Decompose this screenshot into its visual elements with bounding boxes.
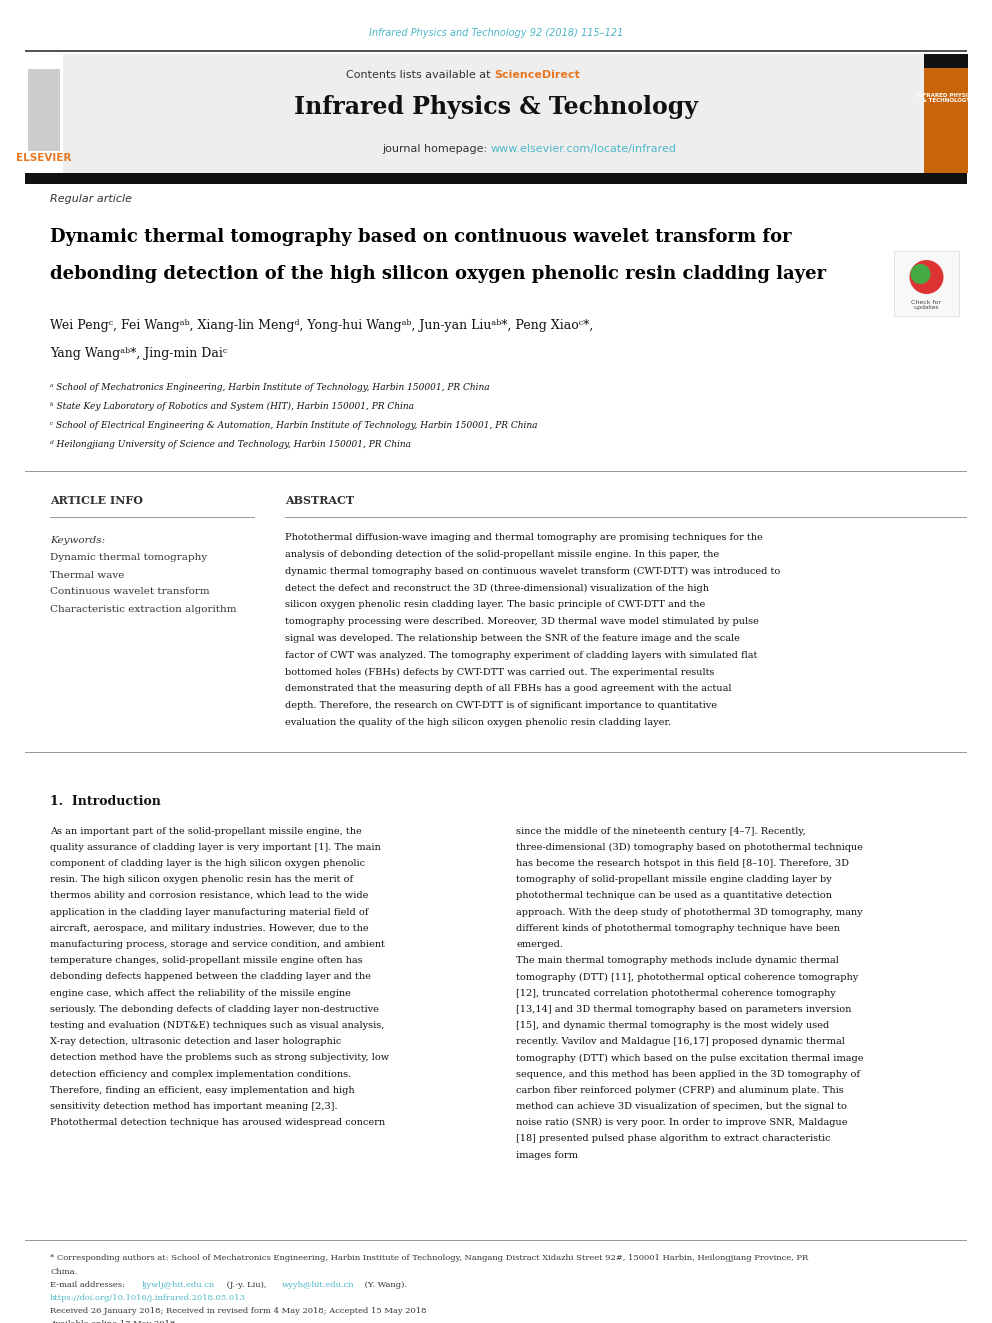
Text: China.: China. <box>50 1267 77 1275</box>
Text: thermos ability and corrosion resistance, which lead to the wide: thermos ability and corrosion resistance… <box>50 892 368 901</box>
Text: Keywords:: Keywords: <box>50 536 105 545</box>
Text: temperature changes, solid-propellant missile engine often has: temperature changes, solid-propellant mi… <box>50 957 363 966</box>
Text: As an important part of the solid-propellant missile engine, the: As an important part of the solid-propel… <box>50 827 362 836</box>
Text: photothermal technique can be used as a quantitative detection: photothermal technique can be used as a … <box>516 892 832 901</box>
Text: detect the defect and reconstruct the 3D (three-dimensional) visualization of th: detect the defect and reconstruct the 3D… <box>285 583 709 593</box>
Text: since the middle of the nineteenth century [4–7]. Recently,: since the middle of the nineteenth centu… <box>516 827 806 836</box>
Text: X-ray detection, ultrasonic detection and laser holographic: X-ray detection, ultrasonic detection an… <box>50 1037 341 1046</box>
Bar <box>25 50 967 52</box>
Text: E-mail addresses:: E-mail addresses: <box>50 1281 128 1289</box>
Text: sensitivity detection method has important meaning [2,3].: sensitivity detection method has importa… <box>50 1102 337 1111</box>
Text: silicon oxygen phenolic resin cladding layer. The basic principle of CWT-DTT and: silicon oxygen phenolic resin cladding l… <box>285 601 705 609</box>
Text: detection efficiency and complex implementation conditions.: detection efficiency and complex impleme… <box>50 1069 351 1078</box>
Bar <box>28 69 60 151</box>
Text: noise ratio (SNR) is very poor. In order to improve SNR, Maldague: noise ratio (SNR) is very poor. In order… <box>516 1118 847 1127</box>
Bar <box>924 54 968 67</box>
Text: The main thermal tomography methods include dynamic thermal: The main thermal tomography methods incl… <box>516 957 839 966</box>
Text: Dynamic thermal tomography based on continuous wavelet transform for: Dynamic thermal tomography based on cont… <box>50 228 792 246</box>
Text: aircraft, aerospace, and military industries. However, due to the: aircraft, aerospace, and military indust… <box>50 923 369 933</box>
Text: debonding detection of the high silicon oxygen phenolic resin cladding layer: debonding detection of the high silicon … <box>50 265 826 283</box>
Text: analysis of debonding detection of the solid-propellant missile engine. In this : analysis of debonding detection of the s… <box>285 550 719 558</box>
Text: www.elsevier.com/locate/infrared: www.elsevier.com/locate/infrared <box>491 144 677 153</box>
Text: (Y. Wang).: (Y. Wang). <box>362 1281 407 1289</box>
Text: dynamic thermal tomography based on continuous wavelet transform (CWT-DTT) was i: dynamic thermal tomography based on cont… <box>285 566 781 576</box>
Text: Received 26 January 2018; Received in revised form 4 May 2018; Accepted 15 May 2: Received 26 January 2018; Received in re… <box>50 1307 427 1315</box>
Text: emerged.: emerged. <box>516 941 563 949</box>
Text: ScienceDirect: ScienceDirect <box>494 70 579 79</box>
Text: seriously. The debonding defects of cladding layer non-destructive: seriously. The debonding defects of clad… <box>50 1004 379 1013</box>
Text: images form: images form <box>516 1151 578 1159</box>
Text: Contents lists available at: Contents lists available at <box>346 70 494 79</box>
Text: application in the cladding layer manufacturing material field of: application in the cladding layer manufa… <box>50 908 368 917</box>
Text: * Corresponding authors at: School of Mechatronics Engineering, Harbin Institute: * Corresponding authors at: School of Me… <box>50 1254 808 1262</box>
Text: ᵃ School of Mechatronics Engineering, Harbin Institute of Technology, Harbin 150: ᵃ School of Mechatronics Engineering, Ha… <box>50 382 490 392</box>
Text: Photothermal detection technique has aroused widespread concern: Photothermal detection technique has aro… <box>50 1118 385 1127</box>
Bar <box>62 54 924 173</box>
Text: engine case, which affect the reliability of the missile engine: engine case, which affect the reliabilit… <box>50 988 351 998</box>
Text: Infrared Physics & Technology: Infrared Physics & Technology <box>294 95 698 119</box>
Text: Characteristic extraction algorithm: Characteristic extraction algorithm <box>50 605 236 614</box>
Text: has become the research hotspot in this field [8–10]. Therefore, 3D: has become the research hotspot in this … <box>516 859 849 868</box>
Text: ARTICLE INFO: ARTICLE INFO <box>50 495 143 505</box>
Text: tomography of solid-propellant missile engine cladding layer by: tomography of solid-propellant missile e… <box>516 876 831 884</box>
Text: signal was developed. The relationship between the SNR of the feature image and : signal was developed. The relationship b… <box>285 634 740 643</box>
Text: ᵇ State Key Laboratory of Robotics and System (HIT), Harbin 150001, PR China: ᵇ State Key Laboratory of Robotics and S… <box>50 402 414 410</box>
Text: Therefore, finding an efficient, easy implementation and high: Therefore, finding an efficient, easy im… <box>50 1086 354 1095</box>
Text: INFRARED PHYSICS
& TECHNOLOGY: INFRARED PHYSICS & TECHNOLOGY <box>916 93 976 103</box>
Text: detection method have the problems such as strong subjectivity, low: detection method have the problems such … <box>50 1053 389 1062</box>
Text: approach. With the deep study of photothermal 3D tomography, many: approach. With the deep study of phototh… <box>516 908 863 917</box>
Text: [12], truncated correlation photothermal coherence tomography: [12], truncated correlation photothermal… <box>516 988 835 998</box>
Text: debonding defects happened between the cladding layer and the: debonding defects happened between the c… <box>50 972 371 982</box>
Text: Regular article: Regular article <box>50 194 132 204</box>
Text: depth. Therefore, the research on CWT-DTT is of significant importance to quanti: depth. Therefore, the research on CWT-DT… <box>285 701 717 710</box>
Text: Continuous wavelet transform: Continuous wavelet transform <box>50 587 209 597</box>
Text: Photothermal diffusion-wave imaging and thermal tomography are promising techniq: Photothermal diffusion-wave imaging and … <box>285 533 763 542</box>
Text: ljywlj@hit.edu.cn: ljywlj@hit.edu.cn <box>142 1281 215 1289</box>
Text: tomography (DTT) [11], photothermal optical coherence tomography: tomography (DTT) [11], photothermal opti… <box>516 972 858 982</box>
Circle shape <box>911 265 930 284</box>
Text: testing and evaluation (NDT&E) techniques such as visual analysis,: testing and evaluation (NDT&E) technique… <box>50 1021 384 1031</box>
Text: ᵈ Heilongjiang University of Science and Technology, Harbin 150001, PR China: ᵈ Heilongjiang University of Science and… <box>50 441 411 448</box>
Text: https://doi.org/10.1016/j.infrared.2018.05.013: https://doi.org/10.1016/j.infrared.2018.… <box>50 1294 246 1302</box>
Text: tomography processing were described. Moreover, 3D thermal wave model stimulated: tomography processing were described. Mo… <box>285 617 759 626</box>
Text: method can achieve 3D visualization of specimen, but the signal to: method can achieve 3D visualization of s… <box>516 1102 847 1111</box>
Bar <box>25 54 63 173</box>
Text: tomography (DTT) which based on the pulse excitation thermal image: tomography (DTT) which based on the puls… <box>516 1053 863 1062</box>
Text: journal homepage:: journal homepage: <box>382 144 491 153</box>
Text: Dynamic thermal tomography: Dynamic thermal tomography <box>50 553 207 562</box>
Text: three-dimensional (3D) tomography based on photothermal technique: three-dimensional (3D) tomography based … <box>516 843 863 852</box>
Text: Infrared Physics and Technology 92 (2018) 115–121: Infrared Physics and Technology 92 (2018… <box>369 28 623 38</box>
Text: demonstrated that the measuring depth of all FBHs has a good agreement with the : demonstrated that the measuring depth of… <box>285 684 731 693</box>
Text: (J.-y. Liu),: (J.-y. Liu), <box>224 1281 269 1289</box>
Text: [15], and dynamic thermal tomography is the most widely used: [15], and dynamic thermal tomography is … <box>516 1021 829 1031</box>
Text: quality assurance of cladding layer is very important [1]. The main: quality assurance of cladding layer is v… <box>50 843 381 852</box>
Text: Available online 17 May 2018: Available online 17 May 2018 <box>50 1320 176 1323</box>
Text: manufacturing process, storage and service condition, and ambient: manufacturing process, storage and servi… <box>50 941 385 949</box>
Bar <box>25 173 967 184</box>
Text: Wei Pengᶜ, Fei Wangᵃᵇ, Xiang-lin Mengᵈ, Yong-hui Wangᵃᵇ, Jun-yan Liuᵃᵇ*, Peng Xi: Wei Pengᶜ, Fei Wangᵃᵇ, Xiang-lin Mengᵈ, … <box>50 319 593 332</box>
Text: Check for
updates: Check for updates <box>912 299 941 311</box>
Text: sequence, and this method has been applied in the 3D tomography of: sequence, and this method has been appli… <box>516 1069 860 1078</box>
Text: Thermal wave: Thermal wave <box>50 570 124 579</box>
Text: carbon fiber reinforced polymer (CFRP) and aluminum plate. This: carbon fiber reinforced polymer (CFRP) a… <box>516 1086 844 1095</box>
Text: evaluation the quality of the high silicon oxygen phenolic resin cladding layer.: evaluation the quality of the high silic… <box>285 718 672 726</box>
Bar <box>894 250 959 315</box>
Text: component of cladding layer is the high silicon oxygen phenolic: component of cladding layer is the high … <box>50 859 365 868</box>
Text: ᶜ School of Electrical Engineering & Automation, Harbin Institute of Technology,: ᶜ School of Electrical Engineering & Aut… <box>50 421 538 430</box>
Text: recently. Vavilov and Maldague [16,17] proposed dynamic thermal: recently. Vavilov and Maldague [16,17] p… <box>516 1037 845 1046</box>
Text: factor of CWT was analyzed. The tomography experiment of cladding layers with si: factor of CWT was analyzed. The tomograp… <box>285 651 757 660</box>
Text: resin. The high silicon oxygen phenolic resin has the merit of: resin. The high silicon oxygen phenolic … <box>50 876 353 884</box>
Circle shape <box>910 261 943 294</box>
Text: wyyh@hit.edu.cn: wyyh@hit.edu.cn <box>282 1281 354 1289</box>
Text: ELSEVIER: ELSEVIER <box>16 153 71 163</box>
Text: 1.  Introduction: 1. Introduction <box>50 795 161 807</box>
Text: bottomed holes (FBHs) defects by CWT-DTT was carried out. The experimental resul: bottomed holes (FBHs) defects by CWT-DTT… <box>285 667 714 676</box>
Text: ABSTRACT: ABSTRACT <box>285 495 354 505</box>
Text: [13,14] and 3D thermal tomography based on parameters inversion: [13,14] and 3D thermal tomography based … <box>516 1004 851 1013</box>
Text: different kinds of photothermal tomography technique have been: different kinds of photothermal tomograp… <box>516 923 840 933</box>
Text: [18] presented pulsed phase algorithm to extract characteristic: [18] presented pulsed phase algorithm to… <box>516 1134 830 1143</box>
Bar <box>924 54 968 173</box>
Text: Yang Wangᵃᵇ*, Jing-min Daiᶜ: Yang Wangᵃᵇ*, Jing-min Daiᶜ <box>50 347 227 360</box>
